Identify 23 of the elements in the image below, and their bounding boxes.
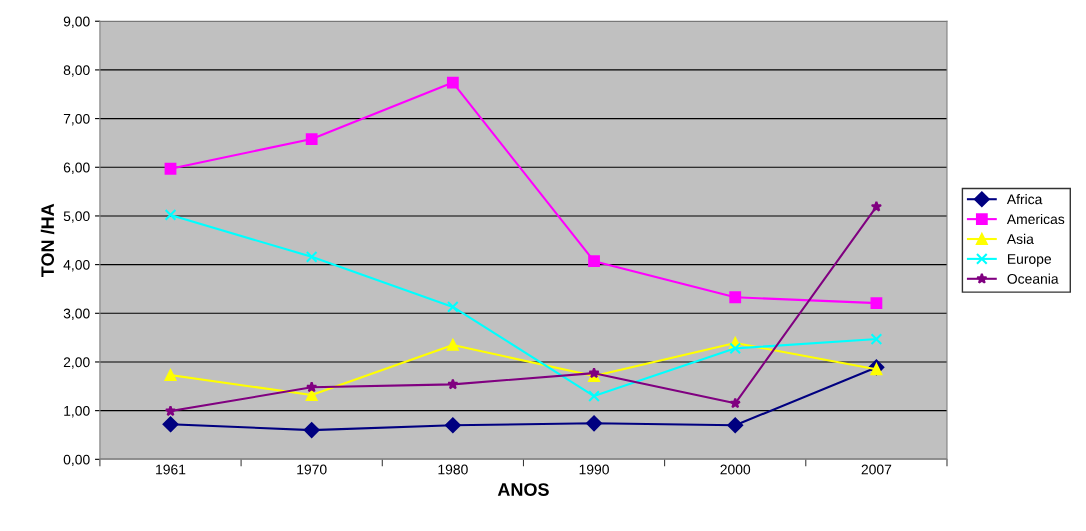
x-tick-label: 1970 <box>297 464 327 475</box>
legend-label: Oceania <box>1007 273 1059 284</box>
y-tick-label: 3,00 <box>63 308 90 321</box>
x-tick-label: 1990 <box>579 464 609 475</box>
x-tick-label: 2000 <box>720 464 751 475</box>
legend-label: Americas <box>1006 213 1065 225</box>
x-axis-title: ANOS <box>497 483 549 496</box>
y-tick-label: 4,00 <box>63 259 90 272</box>
y-tick-label: 2,00 <box>63 357 90 369</box>
y-tick-label: 0,00 <box>63 454 90 467</box>
x-tick-label: 1961 <box>156 464 186 475</box>
y-axis-title: TON /HA <box>40 203 55 278</box>
y-tick-label: 8,00 <box>63 65 90 77</box>
legend-label: Asia <box>1006 233 1034 245</box>
y-tick-label: 9,00 <box>63 16 90 29</box>
legend-label: Europe <box>1007 254 1052 267</box>
x-tick-label: 1980 <box>438 464 468 475</box>
y-tick-label: 6,00 <box>63 162 90 175</box>
y-tick-label: 7,00 <box>63 113 90 126</box>
y-tick-label: 5,00 <box>63 211 90 223</box>
y-tick-label: 1,00 <box>64 405 90 418</box>
legend-label: Africa <box>1006 194 1043 205</box>
x-tick-label: 2007 <box>861 464 892 475</box>
